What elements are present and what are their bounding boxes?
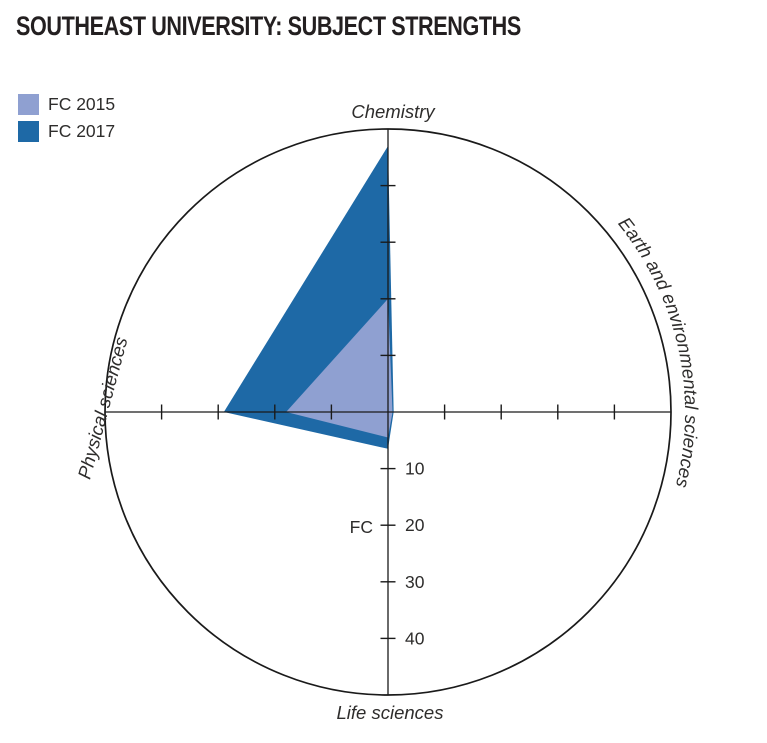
series-polygon-fc-2015 [286,298,393,438]
legend-item-fc-2017: FC 2017 [18,121,115,142]
chart-legend: FC 2015 FC 2017 [18,94,115,148]
axis-label-chemistry: Chemistry [351,101,436,122]
axis-label-physical-sciences: Physical sciences [73,335,131,481]
radial-tick-label-20: 20 [405,515,425,535]
axis-label-life-sciences: Life sciences [337,702,444,723]
radial-axis-unit-label: FC [350,517,373,537]
axis-ticks [160,184,616,640]
legend-swatch-fc-2015 [18,94,39,115]
legend-label-fc-2017: FC 2017 [48,121,116,141]
legend-item-fc-2015: FC 2015 [18,94,115,115]
radial-tick-label-40: 40 [405,628,425,648]
radial-tick-label-30: 30 [405,572,425,592]
series-polygons [223,145,394,449]
page-title: SOUTHEAST UNIVERSITY: SUBJECT STRENGTHS [16,11,521,41]
legend-swatch-fc-2017 [18,121,39,142]
radial-tick-label-10: 10 [405,459,425,479]
legend-label-fc-2015: FC 2015 [48,94,116,114]
radial-tick-labels: 10 20 30 40 [405,459,425,649]
axis-label-earth-and-environmental-sciences: Earth and environmental sciences [614,213,702,490]
